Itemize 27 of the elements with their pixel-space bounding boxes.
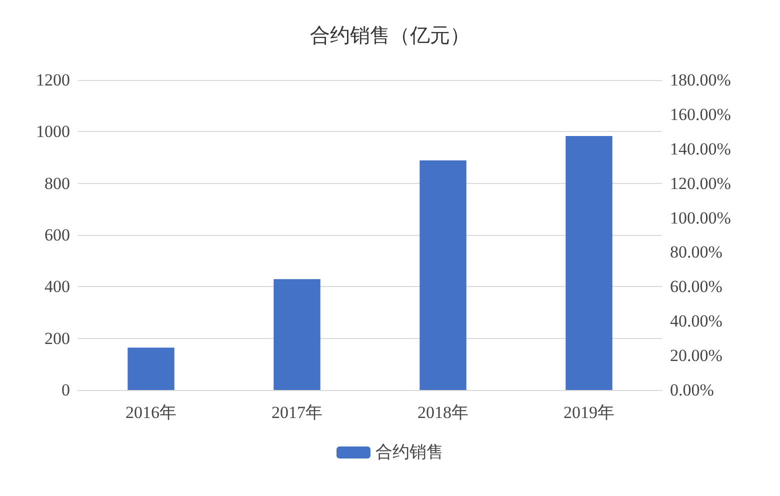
legend-label: 合约销售 xyxy=(376,442,444,462)
y2-tick-label: 140.00% xyxy=(670,139,731,158)
y-tick-label: 600 xyxy=(44,226,70,244)
bar xyxy=(566,136,612,390)
y-tick-label: 1200 xyxy=(36,70,70,90)
x-tick-label: 2019年 xyxy=(564,403,614,422)
x-tick-label: 2018年 xyxy=(418,403,468,422)
bar xyxy=(128,348,174,390)
x-tick-label: 2017年 xyxy=(272,403,322,422)
y2-tick-label: 160.00% xyxy=(670,104,731,124)
y2-tick-label: 80.00% xyxy=(670,242,722,262)
y2-tick-label: 40.00% xyxy=(670,312,722,331)
chart-title: 合约销售（亿元） xyxy=(310,23,470,47)
y2-tick-label: 180.00% xyxy=(670,70,731,90)
y2-tick-label: 100.00% xyxy=(670,208,731,228)
x-tick-label: 2016年 xyxy=(126,403,176,422)
y2-tick-label: 60.00% xyxy=(670,277,722,296)
y-tick-label: 200 xyxy=(44,328,70,348)
y-tick-label: 0 xyxy=(62,380,70,400)
bar xyxy=(274,279,320,390)
y-tick-label: 800 xyxy=(44,174,70,193)
y2-tick-label: 20.00% xyxy=(670,346,722,366)
y-tick-label: 1000 xyxy=(36,122,70,142)
y2-tick-label: 120.00% xyxy=(670,174,731,193)
y2-tick-label: 0.00% xyxy=(670,380,714,400)
y-tick-label: 400 xyxy=(44,277,70,296)
bar xyxy=(420,160,466,390)
